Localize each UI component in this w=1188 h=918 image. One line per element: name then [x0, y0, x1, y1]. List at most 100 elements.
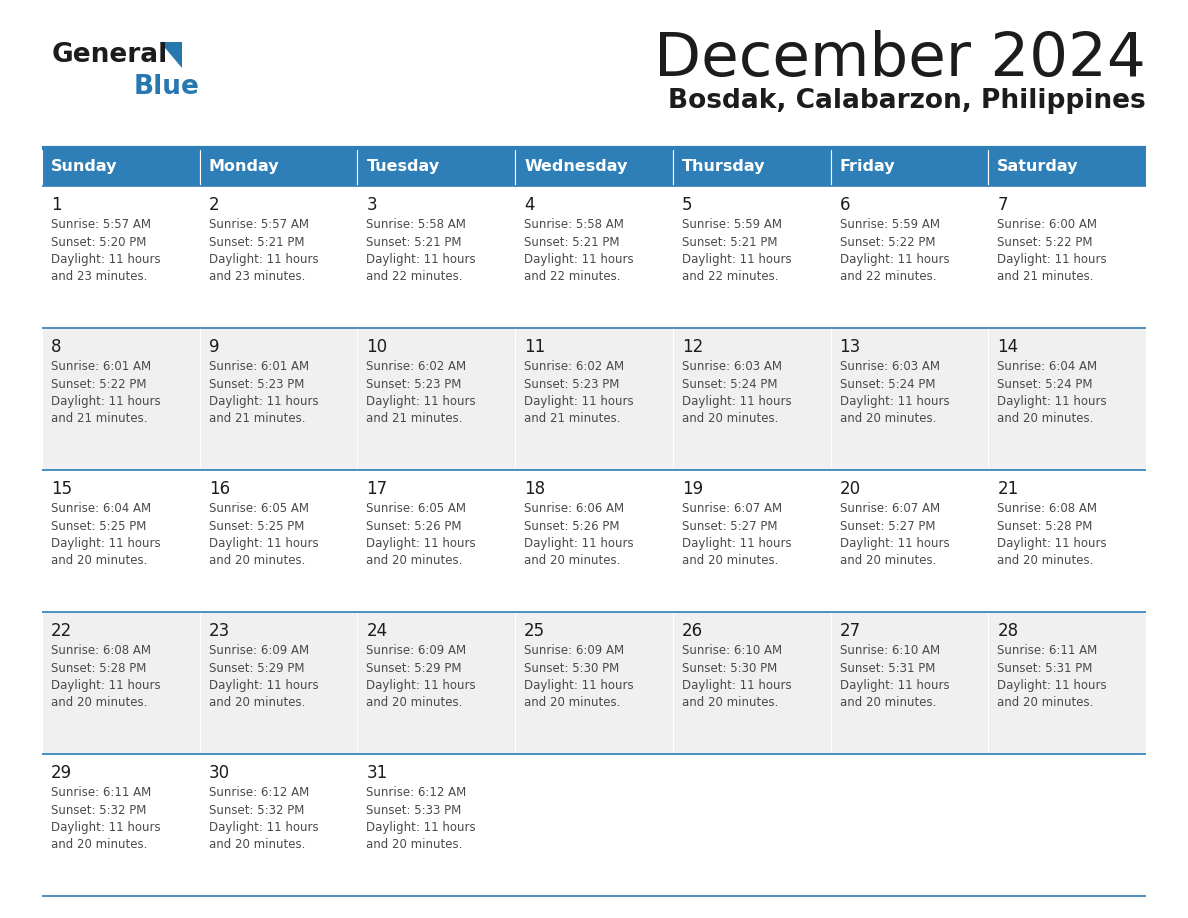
Text: Daylight: 11 hours: Daylight: 11 hours [366, 395, 476, 408]
Text: and 20 minutes.: and 20 minutes. [840, 412, 936, 426]
Text: Sunrise: 6:04 AM: Sunrise: 6:04 AM [51, 502, 151, 515]
Text: and 22 minutes.: and 22 minutes. [366, 271, 463, 284]
Text: Daylight: 11 hours: Daylight: 11 hours [997, 537, 1107, 550]
Text: Wednesday: Wednesday [524, 160, 627, 174]
Text: and 20 minutes.: and 20 minutes. [51, 838, 147, 852]
Text: Sunrise: 6:03 AM: Sunrise: 6:03 AM [682, 360, 782, 373]
Bar [358, 754, 516, 896]
Bar [42, 612, 200, 754]
Text: Sunset: 5:32 PM: Sunset: 5:32 PM [209, 803, 304, 816]
Text: 23: 23 [209, 622, 230, 640]
Text: 9: 9 [209, 338, 220, 356]
Text: 16: 16 [209, 480, 229, 498]
Text: Daylight: 11 hours: Daylight: 11 hours [366, 679, 476, 692]
Text: and 20 minutes.: and 20 minutes. [209, 697, 305, 710]
Text: and 21 minutes.: and 21 minutes. [997, 271, 1094, 284]
Text: and 20 minutes.: and 20 minutes. [209, 838, 305, 852]
Text: Daylight: 11 hours: Daylight: 11 hours [997, 679, 1107, 692]
Text: 4: 4 [524, 196, 535, 214]
Text: December 2024: December 2024 [655, 30, 1146, 89]
Text: Sunset: 5:24 PM: Sunset: 5:24 PM [682, 377, 777, 390]
Bar [358, 470, 516, 612]
Text: 7: 7 [997, 196, 1007, 214]
Text: Sunrise: 6:08 AM: Sunrise: 6:08 AM [997, 502, 1098, 515]
Bar [42, 186, 200, 328]
Bar [988, 186, 1146, 328]
Text: Daylight: 11 hours: Daylight: 11 hours [840, 395, 949, 408]
Text: Sunrise: 6:12 AM: Sunrise: 6:12 AM [209, 786, 309, 799]
Text: Sunset: 5:22 PM: Sunset: 5:22 PM [997, 236, 1093, 249]
Text: Sunset: 5:22 PM: Sunset: 5:22 PM [51, 377, 146, 390]
Bar [672, 148, 830, 186]
Text: Daylight: 11 hours: Daylight: 11 hours [209, 821, 318, 834]
Text: 6: 6 [840, 196, 851, 214]
Text: Daylight: 11 hours: Daylight: 11 hours [840, 253, 949, 266]
Text: Sunrise: 6:11 AM: Sunrise: 6:11 AM [51, 786, 151, 799]
Text: Sunday: Sunday [51, 160, 118, 174]
Text: Monday: Monday [209, 160, 279, 174]
Text: 14: 14 [997, 338, 1018, 356]
Text: Sunset: 5:21 PM: Sunset: 5:21 PM [524, 236, 620, 249]
Text: Sunrise: 5:59 AM: Sunrise: 5:59 AM [840, 218, 940, 231]
Text: Daylight: 11 hours: Daylight: 11 hours [682, 253, 791, 266]
Text: Sunset: 5:28 PM: Sunset: 5:28 PM [997, 520, 1093, 532]
Text: and 22 minutes.: and 22 minutes. [682, 271, 778, 284]
Text: Sunset: 5:26 PM: Sunset: 5:26 PM [366, 520, 462, 532]
Bar [200, 328, 358, 470]
Bar [988, 612, 1146, 754]
Text: and 20 minutes.: and 20 minutes. [997, 554, 1094, 567]
Text: Sunrise: 6:10 AM: Sunrise: 6:10 AM [682, 644, 782, 657]
Text: and 20 minutes.: and 20 minutes. [524, 697, 620, 710]
Text: Sunset: 5:21 PM: Sunset: 5:21 PM [366, 236, 462, 249]
Text: Sunrise: 6:02 AM: Sunrise: 6:02 AM [366, 360, 467, 373]
Text: Sunrise: 5:57 AM: Sunrise: 5:57 AM [51, 218, 151, 231]
Text: Bosdak, Calabarzon, Philippines: Bosdak, Calabarzon, Philippines [668, 88, 1146, 114]
Text: 2: 2 [209, 196, 220, 214]
Text: Sunrise: 6:01 AM: Sunrise: 6:01 AM [209, 360, 309, 373]
Text: Daylight: 11 hours: Daylight: 11 hours [51, 537, 160, 550]
Bar [672, 186, 830, 328]
Text: General: General [52, 42, 169, 68]
Bar [516, 754, 672, 896]
Bar [516, 148, 672, 186]
Text: Daylight: 11 hours: Daylight: 11 hours [51, 253, 160, 266]
Text: Sunset: 5:30 PM: Sunset: 5:30 PM [682, 662, 777, 675]
Text: 24: 24 [366, 622, 387, 640]
Text: 29: 29 [51, 764, 72, 782]
Text: 21: 21 [997, 480, 1018, 498]
Bar [200, 470, 358, 612]
Text: Sunset: 5:23 PM: Sunset: 5:23 PM [366, 377, 462, 390]
Text: and 21 minutes.: and 21 minutes. [51, 412, 147, 426]
Text: Sunset: 5:23 PM: Sunset: 5:23 PM [209, 377, 304, 390]
Text: 11: 11 [524, 338, 545, 356]
Bar [42, 148, 200, 186]
Text: Daylight: 11 hours: Daylight: 11 hours [366, 821, 476, 834]
Bar [830, 754, 988, 896]
Text: Sunrise: 6:04 AM: Sunrise: 6:04 AM [997, 360, 1098, 373]
Polygon shape [160, 42, 182, 68]
Text: 15: 15 [51, 480, 72, 498]
Text: Daylight: 11 hours: Daylight: 11 hours [524, 253, 633, 266]
Text: and 20 minutes.: and 20 minutes. [51, 697, 147, 710]
Text: 20: 20 [840, 480, 860, 498]
Text: Sunset: 5:33 PM: Sunset: 5:33 PM [366, 803, 462, 816]
Text: Sunset: 5:25 PM: Sunset: 5:25 PM [209, 520, 304, 532]
Bar [200, 612, 358, 754]
Text: Sunrise: 6:09 AM: Sunrise: 6:09 AM [524, 644, 624, 657]
Text: Sunrise: 6:10 AM: Sunrise: 6:10 AM [840, 644, 940, 657]
Text: and 20 minutes.: and 20 minutes. [209, 554, 305, 567]
Bar [988, 754, 1146, 896]
Text: Sunrise: 6:02 AM: Sunrise: 6:02 AM [524, 360, 624, 373]
Text: and 20 minutes.: and 20 minutes. [840, 554, 936, 567]
Bar [516, 612, 672, 754]
Bar [200, 186, 358, 328]
Bar [516, 470, 672, 612]
Text: and 20 minutes.: and 20 minutes. [366, 697, 463, 710]
Bar [42, 754, 200, 896]
Bar [830, 186, 988, 328]
Text: Sunrise: 6:08 AM: Sunrise: 6:08 AM [51, 644, 151, 657]
Text: and 20 minutes.: and 20 minutes. [682, 697, 778, 710]
Text: Sunset: 5:31 PM: Sunset: 5:31 PM [840, 662, 935, 675]
Text: Sunrise: 6:05 AM: Sunrise: 6:05 AM [366, 502, 467, 515]
Text: Sunset: 5:22 PM: Sunset: 5:22 PM [840, 236, 935, 249]
